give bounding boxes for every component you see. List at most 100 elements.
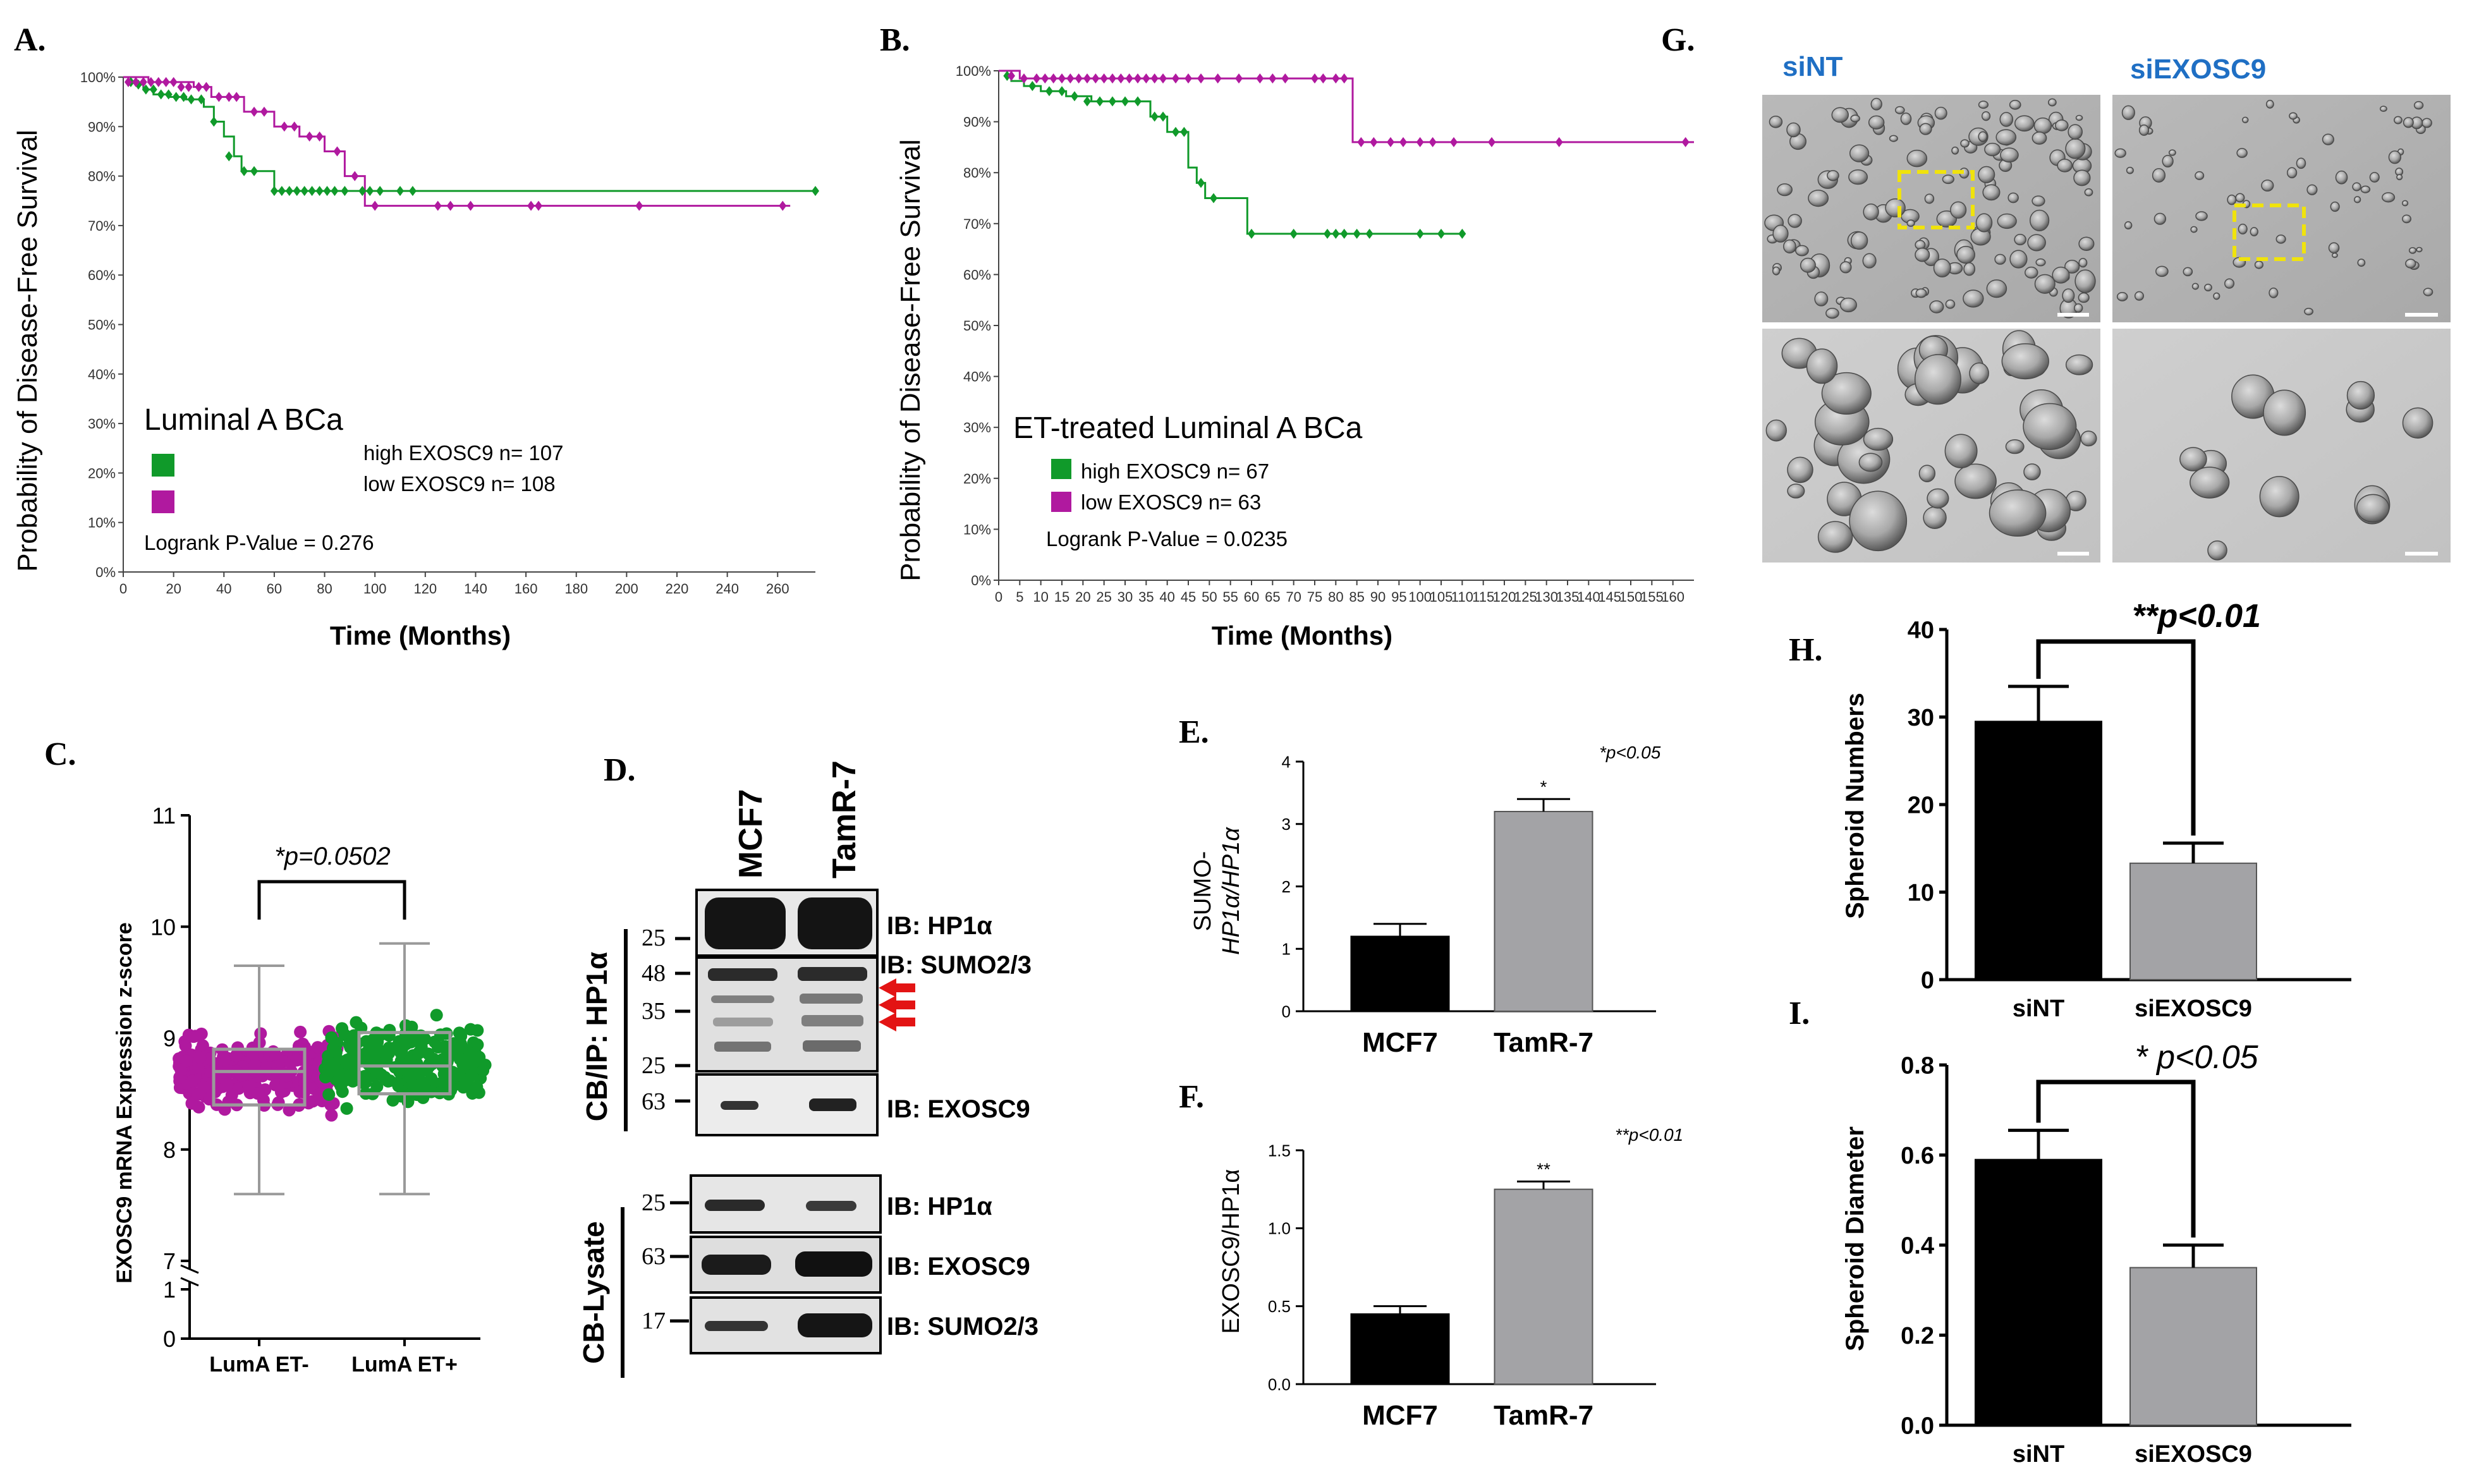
box-plot-c: 7 8 9 10 11 0 1 EXOSC9 mRNA Expression z-score… bbox=[113, 803, 492, 1377]
bar-e-pvalue: *p<0.05 bbox=[1599, 743, 1661, 762]
bar-h-y-tick-label: 10 bbox=[1908, 880, 1934, 906]
bar-i-y-tick-label: 0.4 bbox=[1901, 1233, 1934, 1260]
micrograph-cell bbox=[1800, 257, 1816, 273]
km-b-censor-low bbox=[1150, 73, 1159, 84]
micrograph-cell bbox=[1806, 348, 1838, 384]
km-b-censor-low bbox=[1488, 137, 1495, 147]
micrograph-cell bbox=[2075, 114, 2083, 121]
micrograph-cell bbox=[1944, 434, 1978, 468]
box-c-dot bbox=[439, 1054, 452, 1067]
km-b-censor-high bbox=[1340, 228, 1348, 239]
km-a-censor-high bbox=[149, 84, 157, 95]
bar-chart-i: 0.0 0.2 0.4 0.6 0.8 siNT siEXOSC9 Spheroid Dia… bbox=[1841, 1039, 2351, 1468]
km-a-censor-low bbox=[635, 200, 643, 211]
km-b-censor-high bbox=[1003, 71, 1011, 82]
km-b-censor-low bbox=[1134, 73, 1142, 84]
panel-label-i: I. bbox=[1789, 995, 1810, 1031]
km-b-y-tick-label: 40% bbox=[963, 369, 991, 385]
micrograph-cell bbox=[1956, 246, 1975, 264]
box-c-dot bbox=[454, 1030, 468, 1043]
km-b-x-tick-label: 90 bbox=[1370, 589, 1386, 605]
km-a-censor-low bbox=[527, 200, 535, 211]
box-c-dot bbox=[404, 1071, 417, 1084]
micrograph-cell bbox=[1863, 204, 1879, 221]
km-b-censor-high bbox=[1365, 228, 1374, 239]
km-b-censor-low bbox=[1075, 73, 1083, 84]
micrograph-cell bbox=[2065, 354, 2093, 375]
micrograph-cell bbox=[2057, 159, 2073, 173]
micrograph-cell bbox=[2035, 258, 2046, 267]
km-b-y-tick-label: 30% bbox=[963, 420, 991, 435]
box-c-y-tick-label: 9 bbox=[163, 1026, 176, 1052]
box-c-dot bbox=[195, 1027, 208, 1040]
box-c-dot bbox=[324, 1098, 338, 1112]
micrograph-cell bbox=[2357, 258, 2366, 267]
micrograph-cell bbox=[1808, 190, 1829, 207]
km-a-censor-low bbox=[333, 146, 341, 157]
micrograph-cell bbox=[1772, 224, 1789, 243]
panel-label-c: C. bbox=[44, 736, 76, 772]
micrograph-cell bbox=[1915, 247, 1930, 262]
bar-e-y-tick-label: 3 bbox=[1282, 815, 1291, 834]
blot-marker-ip2-25: 25 bbox=[642, 1052, 666, 1079]
box-c-dot bbox=[399, 1037, 412, 1050]
km-a-censor-high bbox=[366, 186, 374, 197]
km-b-censor-high bbox=[1197, 178, 1205, 188]
micrograph-cell bbox=[2014, 115, 2035, 132]
box-c-dot bbox=[360, 1035, 373, 1048]
bar-chart-f: 0.0 0.5 1.0 1.5 MCF7 TamR-7 ** EXOSC9/HP1α **p… bbox=[1218, 1125, 1683, 1431]
km-b-legend-high-swatch bbox=[1051, 459, 1071, 479]
micrograph-cell bbox=[2423, 288, 2433, 296]
micrograph-cell bbox=[2031, 131, 2047, 145]
box-c-dot bbox=[425, 1072, 438, 1085]
zoom-box-siexosc9 bbox=[2232, 204, 2306, 261]
micrograph-cell bbox=[2078, 292, 2090, 303]
km-a-censor-low bbox=[466, 200, 475, 211]
box-c-dot bbox=[322, 1088, 336, 1101]
box-c-dot bbox=[329, 1045, 343, 1059]
micrograph-cell bbox=[1986, 279, 2007, 298]
micrograph-cell bbox=[2306, 184, 2318, 195]
micrograph-cell bbox=[2052, 266, 2070, 284]
bar-f-bar-0 bbox=[1350, 1313, 1450, 1385]
blot-ib-lys-exosc9: IB: EXOSC9 bbox=[887, 1253, 1030, 1280]
panel-label-h: H. bbox=[1789, 632, 1822, 668]
micrograph-cell bbox=[1889, 135, 1898, 142]
micrograph-cell bbox=[2152, 168, 2166, 183]
km-b-censor-high bbox=[1045, 86, 1053, 97]
micrograph-cell bbox=[1969, 362, 1989, 384]
km-b-x-tick-label: 50 bbox=[1202, 589, 1217, 605]
km-b-y-tick-label: 80% bbox=[963, 165, 991, 181]
box-c-y-tick-label: 11 bbox=[152, 803, 176, 829]
km-a-censor-low bbox=[225, 92, 233, 102]
micrograph-cell bbox=[2207, 540, 2227, 561]
micrograph-cell bbox=[2025, 266, 2038, 279]
micrograph-cell bbox=[2055, 119, 2069, 131]
micro-label-siexosc9: siEXOSC9 bbox=[2130, 54, 2266, 85]
micrograph-cell bbox=[1929, 300, 1944, 313]
box-c-dot bbox=[418, 1080, 431, 1093]
blot-marker-ip2-48: 48 bbox=[642, 960, 666, 987]
km-a-x-tick-label: 220 bbox=[666, 581, 689, 597]
km-b-censor-low bbox=[1197, 73, 1205, 84]
km-a-censor-low bbox=[169, 76, 178, 87]
bar-i-pvalue: * p<0.05 bbox=[2135, 1039, 2258, 1076]
box-c-dot bbox=[294, 1025, 307, 1038]
box-c-dot bbox=[463, 1047, 477, 1060]
km-b-censor-low bbox=[1428, 137, 1437, 147]
km-a-y-tick-label: 60% bbox=[88, 267, 116, 283]
km-b-y-tick-label: 90% bbox=[963, 114, 991, 130]
micrograph-cell bbox=[2014, 233, 2026, 246]
box-c-dot bbox=[334, 1080, 348, 1093]
box-c-y-tick-label: 1 bbox=[163, 1277, 176, 1303]
micrograph-cell bbox=[2388, 150, 2401, 164]
km-b-censor-low bbox=[1387, 137, 1394, 147]
bar-h-y-tick-label: 20 bbox=[1908, 793, 1934, 819]
km-a-censor-high bbox=[408, 186, 417, 197]
box-c-pvalue: *p=0.0502 bbox=[274, 842, 391, 870]
km-a-x-tick-label: 260 bbox=[766, 581, 789, 597]
km-a-legend-low: low EXOSC9 n= 108 bbox=[363, 472, 556, 496]
km-b-censor-high bbox=[1121, 96, 1129, 107]
box-c-dot bbox=[346, 1055, 359, 1068]
bar-h-y-label: Spheroid Numbers bbox=[1841, 693, 1869, 919]
